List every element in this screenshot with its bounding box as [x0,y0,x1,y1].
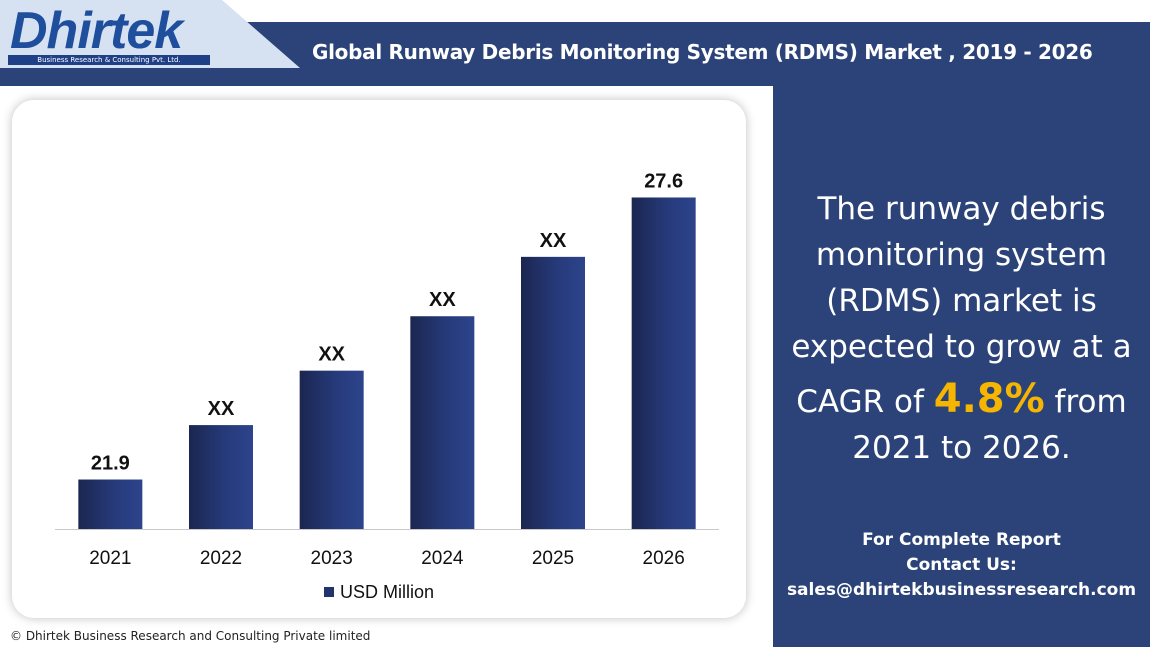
summary-line-6: 2021 to 2026. [852,430,1071,466]
bar-2025 [521,256,585,529]
bar-2023 [299,370,364,529]
copyright-notice: © Dhirtek Business Research and Consulti… [10,629,371,643]
contact-line-2: Contact Us: [906,555,1017,575]
logo-tagline: Business Research & Consulting Pvt. Ltd. [8,55,210,65]
summary-cagr-line: CAGR of 4.8% from [785,376,1138,425]
contact-block: For Complete Report Contact Us: sales@dh… [773,528,1150,603]
bar-chart: 2021 2022 2023 2024 2025 2026 21.9 XX XX XX XX 27.… [55,170,719,602]
bar-2022 [189,425,253,529]
x-tick-2025: 2025 [532,548,574,569]
summary-line-4: expected to grow at a [791,329,1132,365]
logo-wordmark: Dhirtek [10,2,183,60]
cagr-suffix: from [1054,384,1127,420]
summary-line-2: monitoring system [815,237,1108,273]
data-label-2023: XX [318,344,345,366]
x-tick-2024: 2024 [421,548,464,569]
chart-card: 2021 2022 2023 2024 2025 2026 21.9 XX XX XX XX 27.… [12,100,746,618]
x-tick-2021: 2021 [89,548,131,569]
x-tick-2026: 2026 [643,548,685,569]
x-tick-2023: 2023 [311,548,353,569]
cagr-value: 4.8% [933,376,1045,422]
data-label-2022: XX [208,398,235,420]
side-panel: The runway debris monitoring system (RDM… [773,86,1150,647]
logo-background [0,0,300,68]
data-label-2026: 27.6 [644,170,683,192]
x-tick-2022: 2022 [200,548,242,569]
market-summary: The runway debris monitoring system (RDM… [785,186,1138,471]
data-label-2021: 21.9 [91,453,130,475]
page-title: Global Runway Debris Monitoring System (… [312,40,1093,64]
summary-line-3: (RDMS) market is [826,283,1097,319]
bar-2024 [410,316,475,529]
data-label-2025: XX [540,230,567,252]
summary-line-1: The runway debris [817,191,1106,227]
contact-line-1: For Complete Report [862,530,1061,550]
legend-label: USD Million [340,582,434,602]
contact-email[interactable]: sales@dhirtekbusinessresearch.com [786,580,1137,600]
legend-swatch [324,587,334,597]
bar-2026 [631,197,696,529]
cagr-prefix: CAGR of [796,384,924,420]
data-label-2024: XX [429,289,456,311]
bar-2021 [78,479,143,529]
